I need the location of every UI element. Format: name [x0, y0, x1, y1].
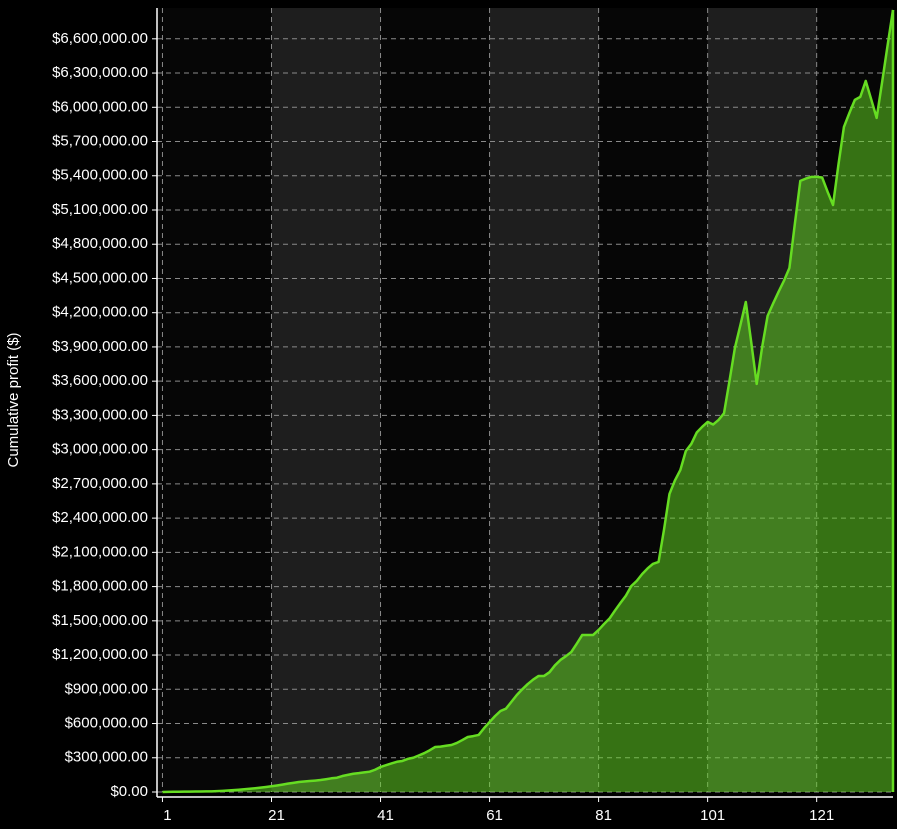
x-tick-label: 81 — [595, 807, 612, 824]
y-tick-label: $4,200,000.00 — [52, 304, 148, 321]
y-tick-label: $5,700,000.00 — [52, 132, 148, 149]
y-tick-label: $3,000,000.00 — [52, 441, 148, 458]
y-tick-label: $3,900,000.00 — [52, 338, 148, 355]
band — [271, 8, 381, 792]
x-tick-label: 61 — [486, 807, 503, 824]
y-tick-label: $900,000.00 — [65, 680, 148, 697]
x-tick-label: 41 — [377, 807, 394, 824]
y-axis-label: Cumulative profit ($) — [5, 332, 22, 467]
x-tick-label: 101 — [700, 807, 725, 824]
y-tick-label: $2,700,000.00 — [52, 475, 148, 492]
y-tick-label: $5,400,000.00 — [52, 167, 148, 184]
line — [162, 9, 895, 794]
area — [162, 9, 894, 793]
y-tick-label: $1,500,000.00 — [52, 612, 148, 629]
y-tick-label: $2,100,000.00 — [52, 543, 148, 560]
y-tick-label: $2,400,000.00 — [52, 509, 148, 526]
y-tick-label: $1,800,000.00 — [52, 578, 148, 595]
y-tick-label: $4,500,000.00 — [52, 269, 148, 286]
y-tick-label: $1,200,000.00 — [52, 646, 148, 663]
y-tick-label: $6,600,000.00 — [52, 30, 148, 47]
x-tick-label: 1 — [163, 807, 171, 824]
y-tick-label: $6,300,000.00 — [52, 64, 148, 81]
y-tick-label: $600,000.00 — [65, 714, 148, 731]
y-tick-label: $3,300,000.00 — [52, 406, 148, 423]
x-tick-label: 121 — [809, 807, 834, 824]
y-tick-label: $5,100,000.00 — [52, 201, 148, 218]
y-tick-label: $6,000,000.00 — [52, 98, 148, 115]
y-tick-label: $3,600,000.00 — [52, 372, 148, 389]
y-tick-label: $0.00 — [110, 783, 148, 800]
y-tick-label: $4,800,000.00 — [52, 235, 148, 252]
x-tick-label: 21 — [268, 807, 285, 824]
y-tick-label: $300,000.00 — [65, 749, 148, 766]
